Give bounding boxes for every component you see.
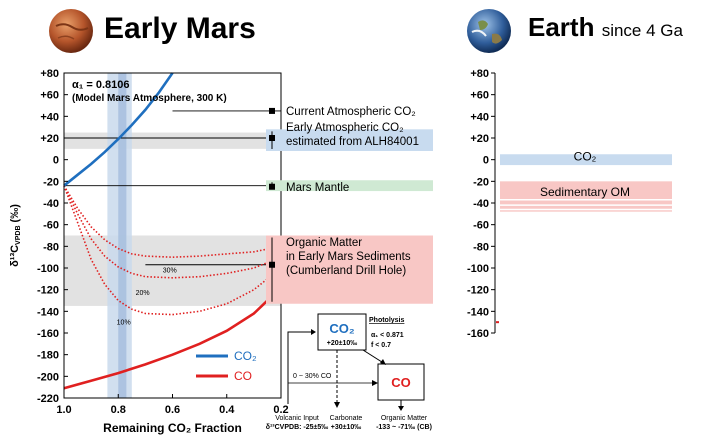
series-line-co2	[63, 72, 174, 187]
side-band-1	[266, 129, 433, 151]
earth-co2-label: CO₂	[574, 150, 597, 164]
y-axis-label: δ¹³CVPDB (‰)	[9, 204, 22, 267]
co-fraction-label: 0 ~ 30% CO	[293, 373, 332, 380]
side-marker-0	[269, 107, 275, 114]
dotted-label-30pct: 30%	[163, 267, 177, 274]
y-tick-label: -80	[43, 241, 59, 253]
volcanic-value: δ¹³CVPDB: -25±5‰	[266, 424, 329, 431]
y-tick-label: -20	[43, 176, 59, 188]
y-tick-label: -200	[37, 371, 59, 383]
y-tick-label: -160	[37, 328, 59, 340]
y-tick-label: -180	[37, 350, 59, 362]
x-tick-label: 0.2	[273, 404, 288, 416]
series-line-co	[63, 286, 282, 390]
label-early-co2: Early Atmospheric CO₂	[286, 122, 404, 134]
earth-y-tick-label: -40	[473, 198, 489, 210]
side-marker-2	[269, 183, 275, 190]
dotted-curve-20pct	[63, 185, 282, 279]
label-alh84001: estimated from ALH84001	[286, 136, 419, 148]
organic-value: -133 ~ -71‰ (CB)	[376, 424, 432, 431]
earth-y-tick-label: -20	[473, 176, 489, 188]
y-tick-label: +80	[40, 68, 59, 80]
y-tick-label: 0	[53, 155, 59, 167]
schematic-co-label: CO	[391, 375, 411, 390]
side-band-2	[266, 180, 433, 192]
mars-globe-icon	[49, 9, 93, 53]
volcanic-arrow	[287, 331, 315, 404]
dotted-curve-30pct	[63, 185, 282, 259]
schematic-co2-box	[317, 313, 367, 351]
y-tick-label: +20	[40, 133, 59, 145]
earth-y-tick-label: -100	[467, 263, 489, 275]
carbonate-arrowhead	[334, 402, 340, 408]
photolysis-f: f < 0.7	[371, 342, 391, 349]
x-tick-label: 0.6	[165, 404, 180, 416]
earth-y-tick-label: +80	[470, 68, 489, 80]
earth-y-tick-label: 0	[483, 155, 489, 167]
photolysis-title: Photolysis	[369, 317, 405, 324]
y-tick-label: -100	[37, 263, 59, 275]
earth-y-tick-label: +60	[470, 90, 489, 102]
schematic-co2-label: CO₂	[329, 321, 355, 336]
dotted-label-10pct: 10%	[117, 319, 131, 326]
label-mars-mantle: Mars Mantle	[286, 182, 349, 194]
fraction-band-dark	[118, 73, 127, 398]
label-current-co2: Current Atmospheric CO₂	[286, 106, 416, 118]
earth-y-tick-label: -60	[473, 220, 489, 232]
earth-om-band	[500, 181, 672, 212]
organic-label: Organic Matter	[381, 415, 428, 422]
y-tick-label: +60	[40, 90, 59, 102]
dotted-curve-10pct	[63, 185, 282, 316]
earth-om-label: Sedimentary OM	[540, 185, 630, 199]
x-tick-label: 0.8	[111, 404, 126, 416]
label-cumberland: (Cumberland Drill Hole)	[286, 265, 406, 277]
side-marker-1	[269, 135, 275, 141]
volcanic-label: Volcanic Input	[275, 415, 319, 422]
organic-arrowhead	[398, 406, 404, 411]
side-band-3	[266, 235, 433, 304]
atmospheric-band	[64, 132, 281, 149]
earth-y-tick-label: -160	[467, 328, 489, 340]
x-axis-label: Remaining CO₂ Fraction	[103, 421, 242, 435]
y-tick-label: +40	[40, 111, 59, 123]
organic-band	[64, 235, 281, 306]
photolysis-alpha: α₁ < 0.871	[371, 332, 404, 339]
earth-co2-band	[500, 154, 672, 166]
x-tick-label: 0.4	[219, 404, 235, 416]
label-sediments: in Early Mars Sediments	[286, 251, 411, 263]
right-title: Earth since 4 Ga	[528, 12, 683, 43]
legend-label-co2: CO₂	[234, 349, 257, 363]
dotted-label-20pct: 20%	[136, 290, 150, 297]
earth-y-tick-label: -80	[473, 241, 489, 253]
left-title: Early Mars	[104, 12, 256, 45]
y-tick-label: -220	[37, 393, 59, 405]
y-tick-label: -40	[43, 198, 59, 210]
schematic-co2-value: +20±10‰	[327, 340, 358, 347]
y-tick-label: -60	[43, 220, 59, 232]
photolysis-arrowhead	[380, 359, 386, 365]
side-marker-3	[269, 261, 275, 268]
carbonate-label: Carbonate	[330, 415, 363, 422]
y-tick-label: -140	[37, 306, 59, 318]
earth-y-tick-label: -140	[467, 306, 489, 318]
earth-y-tick-label: +40	[470, 111, 489, 123]
legend-label-co: CO	[234, 369, 252, 383]
co-fraction-arrowhead	[372, 380, 378, 386]
earth-y-tick-label: -120	[467, 285, 489, 297]
earth-globe-icon	[467, 9, 511, 53]
carbonate-value: +30±10‰	[331, 424, 362, 431]
alpha-annotation: α₁ = 0.8106	[72, 79, 130, 91]
label-organic-matter: Organic Matter	[286, 237, 362, 249]
earth-y-tick-label: +20	[470, 133, 489, 145]
right-title-sub: since 4 Ga	[601, 21, 683, 40]
volcanic-arrowhead	[311, 329, 316, 335]
right-title-main: Earth	[528, 12, 595, 42]
model-annotation: (Model Mars Atmosphere, 300 K)	[72, 93, 227, 104]
x-tick-label: 1.0	[56, 404, 71, 416]
y-tick-label: -120	[37, 285, 59, 297]
